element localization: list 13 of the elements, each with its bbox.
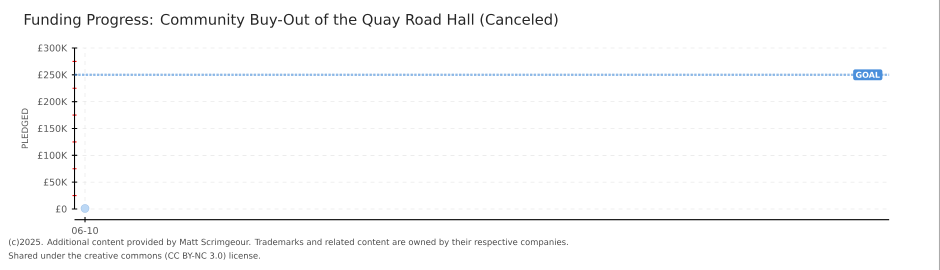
y-tick-label: £200K (38, 98, 68, 106)
y-tick-label: £50K (44, 178, 68, 186)
ref-line-label: GOAL (856, 72, 880, 78)
x-tick-label: 06-10 (72, 227, 98, 234)
y-tick-label: £150K (38, 124, 68, 132)
text: Funding Progress: Community Buy-Out of the Quay Road Hall (Canceled) (24, 14, 558, 28)
y-tick-label: £250K (38, 71, 68, 78)
text: (c)2025. Additional content provided by Matt Scrimgeour. Trademarks and related content are owned by their respective companies. (9, 238, 568, 247)
y-tick-label: £300K (38, 44, 68, 52)
y-tick-label: £0 (56, 205, 67, 213)
text: Shared under the creative commons (CC BY-NC 3.0) license. (8, 252, 260, 260)
y-axis-title: PLEDGED (22, 108, 28, 148)
y-tick-label: £100K (38, 152, 68, 159)
